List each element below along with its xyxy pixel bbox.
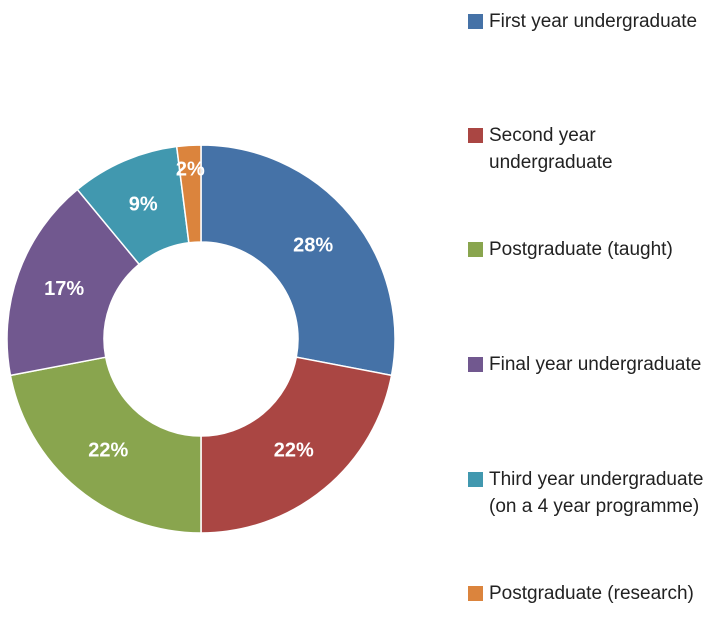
legend-label: Postgraduate (research) (489, 583, 694, 604)
legend-label: Final year undergraduate (489, 354, 702, 375)
legend-item: Second year undergraduate (468, 122, 713, 176)
data-label: 28% (293, 235, 333, 257)
legend-item: Third year undergraduate (on a 4 year pr… (468, 466, 713, 520)
legend-swatch (468, 472, 483, 487)
legend-swatch (468, 128, 483, 143)
legend-label: Second year undergraduate (489, 125, 613, 173)
donut-chart: 28% 22% 22% 17% 9% 2% (6, 144, 396, 534)
donut-slice (175, 144, 202, 244)
data-label: 9% (129, 194, 158, 216)
legend-swatch (468, 242, 483, 257)
legend-item: First year undergraduate (468, 8, 713, 35)
legend-swatch (468, 14, 483, 29)
legend-item: Postgraduate (taught) (468, 236, 713, 263)
data-label: 2% (176, 159, 205, 181)
legend-swatch (468, 357, 483, 372)
donut-slice (200, 356, 393, 534)
legend-swatch (468, 586, 483, 601)
data-label: 22% (88, 439, 128, 461)
legend-label: First year undergraduate (489, 11, 698, 32)
donut-slice (200, 144, 396, 377)
legend-label: Third year undergraduate (on a 4 year pr… (489, 469, 704, 517)
data-label: 22% (274, 439, 314, 461)
donut-slice (9, 356, 202, 534)
donut-slice (6, 188, 141, 377)
data-label: 17% (44, 278, 84, 300)
legend-label: Postgraduate (taught) (489, 239, 673, 260)
legend-item: Postgraduate (research) (468, 580, 713, 607)
legend-item: Final year undergraduate (468, 351, 713, 378)
